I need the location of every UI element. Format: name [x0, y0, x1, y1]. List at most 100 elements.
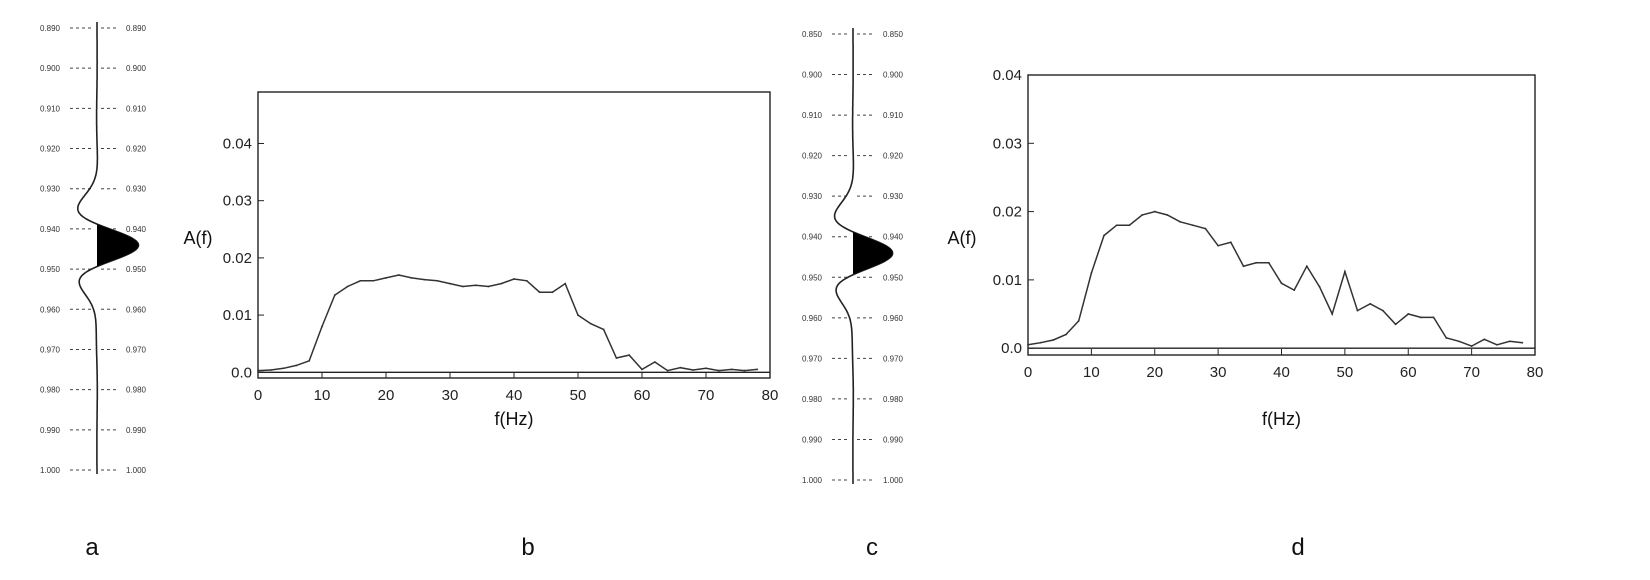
b-ytick-label: 0.0 — [231, 364, 252, 381]
b-xtick-label: 0 — [254, 387, 262, 404]
a-left-tick-label: 0.990 — [40, 426, 61, 435]
c-left-tick-label: 0.960 — [802, 314, 823, 323]
b-xtick-label: 50 — [570, 387, 587, 404]
c-left-tick-label: 0.910 — [802, 111, 823, 120]
b-data-point — [692, 369, 695, 371]
b-data-point — [333, 294, 336, 296]
d-data-point — [1356, 309, 1359, 312]
b-data-point — [589, 322, 592, 325]
a-right-tick-label: 0.920 — [126, 145, 147, 154]
a-right-tick-label: 1.000 — [126, 466, 147, 475]
a-right-tick-label: 0.990 — [126, 426, 147, 435]
d-data-point — [1382, 309, 1384, 312]
a-left-tick-label: 0.970 — [40, 345, 61, 354]
b-data-point — [359, 279, 362, 282]
c-right-tick-label: 0.940 — [883, 233, 904, 242]
d-ytick-label: 0.01 — [993, 272, 1022, 289]
d-data-point — [1470, 345, 1473, 348]
b-data-point — [372, 279, 375, 282]
d-data-point — [1420, 316, 1422, 319]
b-data-point — [397, 274, 400, 276]
d-ytick-label: 0.03 — [993, 135, 1022, 152]
a-left-tick-label: 0.980 — [40, 386, 61, 395]
d-data-point — [1065, 333, 1067, 336]
d-data-point — [1153, 210, 1156, 213]
d-data-point — [1128, 224, 1131, 227]
b-data-point — [295, 364, 298, 367]
d-data-point — [1255, 261, 1258, 264]
b-data-point — [385, 277, 387, 279]
b-data-point — [321, 325, 323, 328]
d-data-point — [1458, 340, 1460, 343]
a-left-tick-label: 0.960 — [40, 305, 61, 314]
c-left-tick-label: 0.970 — [802, 354, 823, 363]
b-xtick-label: 20 — [378, 387, 395, 404]
a-right-tick-label: 0.960 — [126, 305, 147, 314]
c-left-tick-label: 0.980 — [802, 395, 823, 404]
c-right-tick-label: 0.990 — [883, 435, 904, 444]
c-right-tick-label: 0.920 — [883, 152, 904, 161]
b-xtick-label: 40 — [506, 387, 523, 404]
c-right-tick-label: 0.970 — [883, 354, 904, 363]
b-data-point — [538, 291, 541, 294]
c-right-tick-label: 0.960 — [883, 314, 904, 323]
d-xtick-label: 40 — [1273, 364, 1290, 381]
d-data-point — [1305, 265, 1308, 268]
d-data-point — [1331, 313, 1334, 315]
d-data-point — [1027, 343, 1029, 346]
b-ytick-label: 0.03 — [223, 193, 252, 210]
d-xtick-label: 70 — [1463, 364, 1480, 381]
c-left-tick-label: 0.950 — [802, 273, 823, 282]
a-left-tick-label: 0.920 — [40, 145, 61, 154]
c-right-tick-label: 0.980 — [883, 395, 904, 404]
d-data-point — [1407, 313, 1410, 315]
panel-label-d: d — [1291, 534, 1304, 561]
d-xtick-label: 10 — [1083, 364, 1100, 381]
d-data-point — [1242, 265, 1245, 268]
b-data-point — [602, 328, 605, 331]
d-xtick-label: 50 — [1337, 364, 1354, 381]
d-data-point — [1369, 302, 1372, 305]
d-data-point — [1179, 220, 1181, 223]
d-data-point — [1318, 285, 1321, 288]
d-data-point — [1394, 323, 1397, 326]
a-right-tick-label: 0.910 — [126, 104, 147, 113]
b-data-point — [679, 366, 682, 369]
c-right-tick-label: 1.000 — [883, 476, 904, 485]
d-data-point — [1166, 214, 1169, 216]
d-xtick-label: 60 — [1400, 364, 1417, 381]
c-left-tick-label: 0.940 — [802, 233, 823, 242]
panel-label-b: b — [521, 534, 534, 561]
b-data-point — [513, 278, 515, 280]
c-right-tick-label: 0.950 — [883, 273, 904, 282]
d-data-point — [1204, 227, 1207, 230]
c-left-tick-label: 0.930 — [802, 192, 823, 201]
b-xtick-label: 10 — [314, 387, 331, 404]
d-xtick-label: 0 — [1024, 364, 1032, 381]
b-data-point — [577, 314, 579, 316]
b-spectrum-line — [257, 274, 758, 372]
d-data-point — [1521, 341, 1524, 344]
b-data-point — [705, 367, 707, 370]
a-right-tick-label: 0.940 — [126, 225, 147, 234]
c-left-tick-label: 0.920 — [802, 152, 823, 161]
d-xtick-label: 80 — [1527, 364, 1544, 381]
a-left-tick-label: 0.910 — [40, 104, 61, 113]
b-data-point — [551, 291, 554, 294]
a-right-tick-label: 0.890 — [126, 24, 147, 33]
a-right-tick-label: 0.970 — [126, 345, 147, 354]
b-data-point — [461, 285, 464, 288]
d-data-point — [1052, 339, 1055, 341]
b-data-point — [269, 369, 272, 371]
d-xtick-label: 30 — [1210, 364, 1227, 381]
a-left-tick-label: 0.900 — [40, 64, 61, 73]
d-ytick-label: 0.04 — [993, 67, 1022, 84]
b-data-point — [756, 368, 759, 371]
b-data-point — [653, 361, 656, 363]
d-data-point — [1280, 282, 1283, 285]
d-data-point — [1445, 337, 1448, 339]
d-data-point — [1483, 338, 1486, 341]
c-right-tick-label: 0.910 — [883, 111, 904, 120]
d-data-point — [1103, 234, 1105, 237]
